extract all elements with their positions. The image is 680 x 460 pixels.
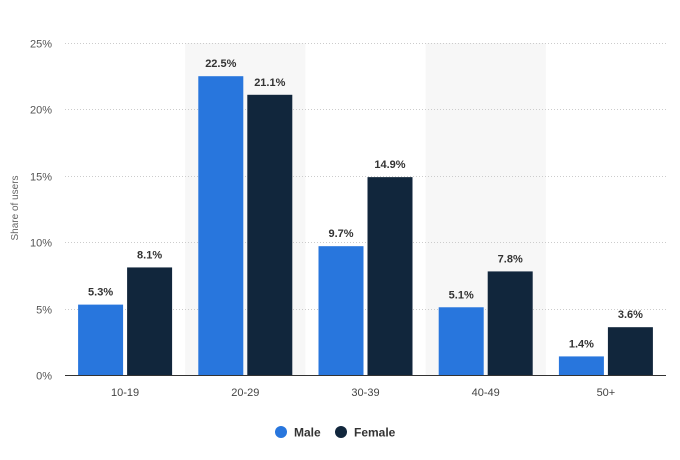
y-tick-label-0: 0% <box>36 371 52 383</box>
legend-label-female: Female <box>354 426 396 440</box>
y-tick-label-25: 25% <box>30 39 52 51</box>
data-label-female-30-39: 14.9% <box>374 159 405 171</box>
bar-male-10-19 <box>78 304 124 375</box>
legend-item-female[interactable]: Female <box>335 426 396 440</box>
bar-female-20-29 <box>247 94 293 376</box>
x-tick-label-10-19: 10-19 <box>111 387 139 399</box>
legend-swatch-female <box>335 426 347 438</box>
bar-male-30-39 <box>318 246 364 375</box>
data-labels: 5.3% 8.1% 22.5% 21.1% 9.7% 14.9% 5.1% 7.8% 1.4% 3… <box>88 58 643 350</box>
gridlines <box>65 43 666 310</box>
data-label-male-10-19: 5.3% <box>88 287 113 299</box>
legend-swatch-male <box>275 426 287 438</box>
data-label-female-20-29: 21.1% <box>254 77 285 89</box>
data-label-male-30-39: 9.7% <box>328 228 353 240</box>
bars <box>78 76 653 376</box>
y-axis-title: Share of users <box>10 175 21 240</box>
x-tick-label-30-39: 30-39 <box>351 387 379 399</box>
legend: Male Female <box>275 426 396 440</box>
data-label-male-50: 1.4% <box>569 338 594 350</box>
y-tick-label-5: 5% <box>36 305 52 317</box>
bar-female-10-19 <box>127 267 173 375</box>
legend-label-male: Male <box>294 426 321 440</box>
data-label-female-10-19: 8.1% <box>137 249 162 261</box>
bar-male-40-49 <box>438 307 484 375</box>
bar-female-50 <box>607 327 653 375</box>
data-label-male-40-49: 5.1% <box>449 289 474 301</box>
bar-female-40-49 <box>487 271 533 375</box>
x-tick-label-20-29: 20-29 <box>231 387 259 399</box>
x-axis-ticks: 10-19 20-29 30-39 40-49 50+ <box>111 387 615 399</box>
data-label-male-20-29: 22.5% <box>205 58 236 70</box>
x-tick-label-50: 50+ <box>597 387 616 399</box>
data-label-female-40-49: 7.8% <box>498 253 523 265</box>
y-tick-label-20: 20% <box>30 105 52 117</box>
bar-female-30-39 <box>367 177 413 375</box>
data-label-female-50: 3.6% <box>618 309 643 321</box>
y-axis-ticks: 0% 5% 10% 15% 20% 25% <box>30 39 52 383</box>
bar-male-50 <box>558 356 604 375</box>
y-tick-label-15: 15% <box>30 172 52 184</box>
bar-male-20-29 <box>198 76 244 375</box>
legend-item-male[interactable]: Male <box>275 426 321 440</box>
y-tick-label-10: 10% <box>30 238 52 250</box>
x-tick-label-40-49: 40-49 <box>472 387 500 399</box>
